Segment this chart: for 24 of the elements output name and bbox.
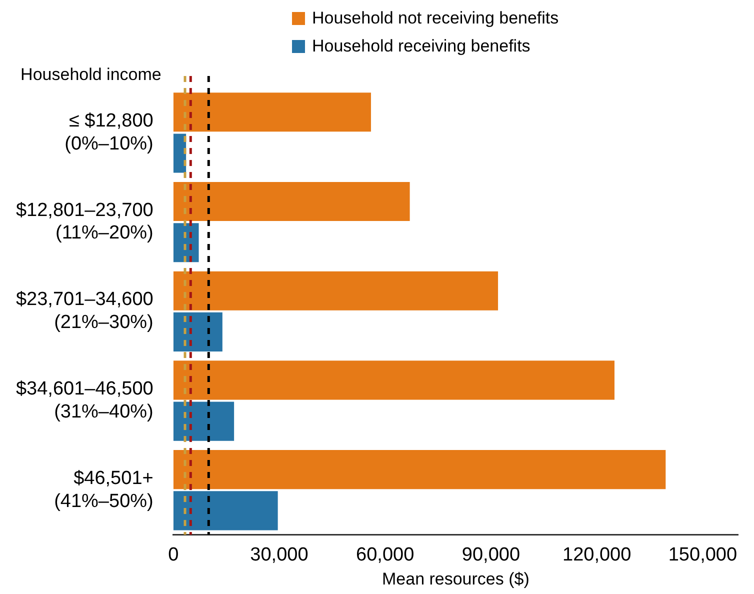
x-tick-label: 90,000	[462, 544, 520, 566]
x-tick-label: 30,000	[250, 544, 308, 566]
x-axis-title: Mean resources ($)	[382, 569, 530, 588]
bar	[173, 182, 410, 222]
y-axis-title: Household income	[20, 65, 162, 84]
bar	[173, 312, 222, 352]
y-tick-label: $46,501+ (41%–50%)	[54, 468, 154, 512]
bar	[173, 271, 498, 310]
legend-label: Household receiving benefits	[312, 36, 530, 56]
bar	[173, 92, 371, 132]
bar	[173, 491, 278, 530]
y-tick-label: $12,801–23,700 (11%–20%)	[16, 200, 154, 244]
x-tick-label: 120,000	[562, 544, 632, 566]
bar	[173, 450, 666, 490]
x-tick-label: 0	[168, 544, 179, 566]
legend-label: Household not receiving benefits	[312, 8, 559, 28]
bar	[173, 360, 614, 400]
y-tick-label: $23,701–34,600 (21%–30%)	[16, 289, 154, 334]
x-tick-label: 60,000	[356, 544, 414, 566]
bar	[173, 134, 186, 173]
y-tick-label: ≤ $12,800 (0%–10%)	[64, 110, 154, 154]
x-tick-label: 150,000	[668, 544, 738, 566]
y-tick-label: $34,601–46,500 (31%–40%)	[16, 378, 154, 422]
bar	[173, 402, 234, 441]
